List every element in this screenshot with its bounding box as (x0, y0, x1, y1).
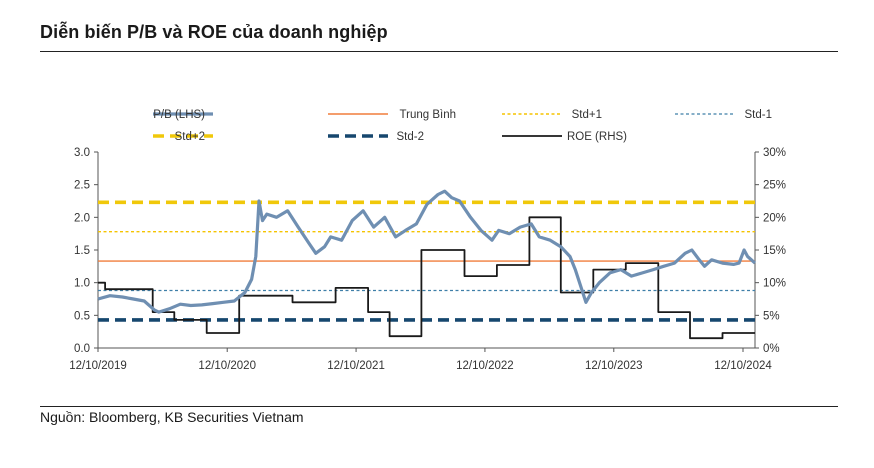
left-tick-label: 2.5 (74, 180, 90, 192)
p-b-lhs-line (97, 189, 757, 314)
x-tick-label: 12/10/2020 (198, 360, 256, 372)
chart-title: Diễn biến P/B và ROE của doanh nghiệp (40, 22, 388, 42)
axes: 0.0 0.5 1.0 1.5 2.0 2.5 3.0 0% 5% 10% 15% 20% 25% 30%… (69, 147, 786, 372)
left-tick-label: 0.0 (74, 343, 90, 355)
series-lines (97, 189, 757, 340)
title-divider (40, 51, 838, 52)
left-tick-label: 1.0 (74, 278, 90, 290)
left-tick-label: 0.5 (74, 310, 90, 322)
right-tick-label: 15% (763, 245, 786, 257)
right-tick-label: 5% (763, 310, 780, 322)
left-tick-label: 3.0 (74, 147, 90, 159)
right-tick-label: 20% (763, 212, 786, 224)
source-note: Nguồn: Bloomberg, KB Securities Vietnam (40, 409, 304, 425)
reference-lines (98, 200, 755, 322)
x-tick-label: 12/10/2019 (69, 360, 127, 372)
legend-label-std-2: Std+2 (175, 131, 205, 143)
x-tick-label: 12/10/2023 (585, 360, 643, 372)
right-tick-label: 30% (763, 147, 786, 159)
right-tick-label: 10% (763, 278, 786, 290)
footer-divider (40, 406, 838, 407)
x-tick-label: 12/10/2021 (327, 360, 385, 372)
right-tick-label: 25% (763, 180, 786, 192)
x-tick-label: 12/10/2022 (456, 360, 514, 372)
legend-label-std-2: Std-2 (397, 131, 425, 143)
chart-legend: P/B (LHS) Trung Bình Std+1 Std-1 Std+2 Std-2 R… (153, 109, 772, 143)
left-tick-label: 2.0 (74, 212, 90, 224)
legend-label-trung-b-nh: Trung Bình (400, 109, 456, 121)
legend-label-roe-rhs: ROE (RHS) (567, 131, 627, 143)
right-tick-label: 0% (763, 343, 780, 355)
roe-rhs-line (98, 216, 755, 340)
left-tick-label: 1.5 (74, 245, 90, 257)
legend-label-std-1: Std-1 (745, 109, 773, 121)
chart-canvas: P/B (LHS) Trung Bình Std+1 Std-1 Std+2 Std-2 R… (69, 109, 786, 372)
x-tick-label: 12/10/2024 (714, 360, 772, 372)
legend-label-std-1: Std+1 (572, 109, 602, 121)
legend-label-p-b-lhs: P/B (LHS) (153, 109, 205, 121)
